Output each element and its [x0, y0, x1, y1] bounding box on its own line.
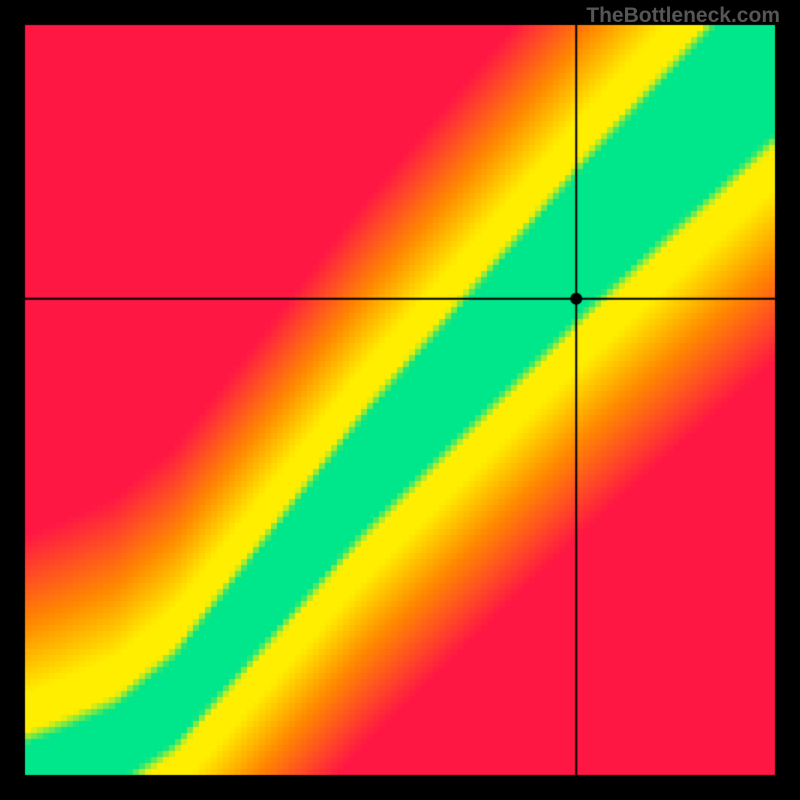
- bottleneck-heatmap: [0, 0, 800, 800]
- watermark-text: TheBottleneck.com: [586, 4, 780, 28]
- chart-container: TheBottleneck.com: [0, 0, 800, 800]
